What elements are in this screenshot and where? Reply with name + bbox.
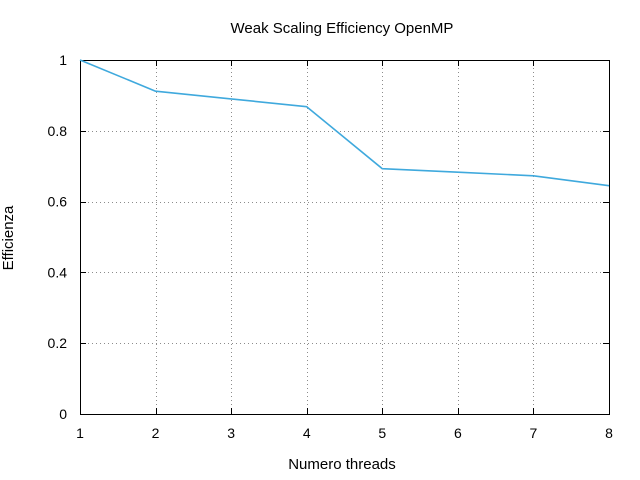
y-tick-label: 1 — [59, 52, 67, 68]
y-axis-label: Efficienza — [0, 205, 17, 270]
y-tick-label: 0.2 — [48, 335, 68, 351]
x-axis-label: Numero threads — [288, 456, 396, 473]
y-tick-label: 0.4 — [48, 264, 68, 280]
x-tick-label: 3 — [227, 425, 235, 441]
axis-ticks — [80, 60, 610, 415]
series-layer — [79, 59, 610, 187]
x-tick-label: 8 — [605, 425, 613, 441]
x-tick-label: 6 — [454, 425, 462, 441]
x-tick-label: 7 — [530, 425, 538, 441]
y-tick-label: 0 — [59, 406, 67, 422]
x-tick-label: 5 — [378, 425, 386, 441]
plot-frame — [80, 60, 610, 415]
x-tick-label: 4 — [303, 425, 311, 441]
grid — [80, 60, 609, 414]
x-tick-label: 2 — [152, 425, 160, 441]
y-tick-label: 0.8 — [48, 123, 68, 139]
y-tick-label: 0.6 — [48, 194, 68, 210]
x-tick-label: 1 — [76, 425, 84, 441]
x-axis-tick-labels: 1 2 3 4 5 6 7 8 — [76, 425, 613, 441]
series-line — [79, 59, 610, 187]
y-axis-tick-labels: 0 0.2 0.4 0.6 0.8 1 — [48, 52, 68, 422]
chart-title: Weak Scaling Efficiency OpenMP — [231, 20, 454, 37]
